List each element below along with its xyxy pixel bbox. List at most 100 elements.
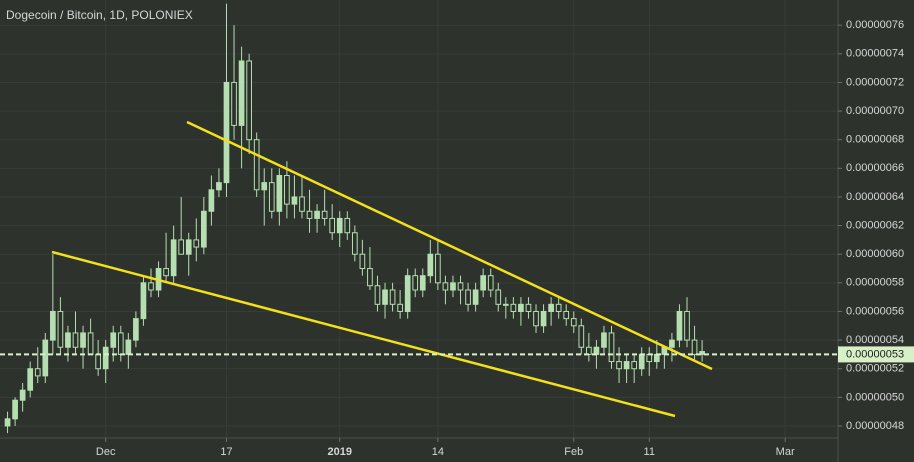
x-tick-label: Feb <box>564 446 583 458</box>
candle-body <box>412 275 419 291</box>
candle-body <box>540 310 547 327</box>
candle-body <box>163 268 169 277</box>
candle-body <box>623 361 630 370</box>
x-tick-label: 11 <box>644 446 655 458</box>
candle-body <box>299 196 305 212</box>
candle-body <box>4 418 11 427</box>
candle-body <box>65 332 71 348</box>
y-tick-label: 0.00000056 <box>846 305 904 317</box>
candle-body <box>631 361 638 370</box>
candle-body <box>510 303 517 312</box>
candle-body <box>133 318 139 341</box>
candle-body <box>95 353 101 370</box>
candle-body <box>525 303 532 312</box>
candle-body <box>548 303 554 312</box>
candle-body <box>238 60 245 126</box>
candle-body <box>329 217 336 234</box>
candle-body <box>80 332 86 348</box>
candle-body <box>616 361 622 370</box>
candle-body <box>200 210 207 248</box>
y-tick-label: 0.00000060 <box>846 248 904 260</box>
candle-body <box>291 196 298 205</box>
candle-body <box>684 310 690 341</box>
candle-body <box>435 253 441 284</box>
y-tick-label: 0.00000050 <box>846 391 904 403</box>
candle-body <box>170 239 177 277</box>
candle-body <box>359 253 366 270</box>
candle-body <box>12 399 18 420</box>
candle-body <box>284 174 290 205</box>
candle-body <box>344 217 351 234</box>
y-tick-label: 0.00000068 <box>846 134 904 146</box>
candle-body <box>276 174 283 212</box>
candle-body <box>216 182 222 191</box>
candle-body <box>193 239 200 248</box>
candle-body <box>487 275 494 291</box>
candle-body <box>555 303 562 312</box>
candle-body <box>389 289 396 305</box>
candle-body <box>502 303 509 306</box>
candle-body <box>246 60 252 141</box>
axes: 0.00000048 0.00000050 0.00000052 0.00000054… <box>0 19 914 458</box>
y-tick-label: 0.00000048 <box>846 420 904 432</box>
candle-body <box>427 253 434 277</box>
x-tick-label: Mar <box>776 446 795 458</box>
last-price-box <box>838 346 914 363</box>
candle-body <box>442 282 449 291</box>
candle-body <box>148 282 154 291</box>
x-tick-label: 17 <box>220 446 232 458</box>
x-tick-label: Dec <box>96 446 116 458</box>
candle-body <box>50 310 56 341</box>
candle-body <box>87 332 94 355</box>
candle-body <box>495 289 502 305</box>
y-tick-label: 0.00000066 <box>846 162 904 174</box>
candle-body <box>261 182 268 191</box>
y-tick-label: 0.00000052 <box>846 363 904 375</box>
candle-body <box>578 325 585 348</box>
trend-line <box>51 250 676 418</box>
candle-body <box>306 210 313 219</box>
candle-body <box>223 81 230 184</box>
candle-body <box>699 351 705 355</box>
candle-body <box>374 285 381 305</box>
candle-body <box>480 275 487 291</box>
candle-body <box>27 368 34 391</box>
candle-body <box>57 310 64 348</box>
candle-body <box>676 310 683 341</box>
candle-body <box>314 210 320 219</box>
candle-body <box>653 353 660 363</box>
trend-line <box>186 120 713 371</box>
candle-body <box>253 139 260 191</box>
y-tick-label: 0.00000074 <box>846 48 904 60</box>
candle-body <box>351 232 358 255</box>
candle-body <box>208 189 215 212</box>
candle-body <box>34 368 41 377</box>
y-tick-label: 0.00000058 <box>846 277 904 289</box>
candle-body <box>450 282 456 291</box>
candle-body <box>563 310 570 320</box>
candle-body <box>457 282 464 291</box>
candle-body <box>125 339 132 355</box>
y-tick-label: 0.00000072 <box>846 76 904 88</box>
candle-body <box>178 239 185 255</box>
candle-body <box>72 332 79 348</box>
y-tick-label: 0.00000070 <box>846 105 904 117</box>
candle-body <box>102 346 109 370</box>
x-tick-label: 14 <box>432 446 444 458</box>
candle-body <box>19 389 26 401</box>
last-price-label: 0.00000053 <box>846 348 904 360</box>
chart-title: Dogecoin / Bitcoin, 1D, POLONIEX <box>6 8 193 22</box>
candle-body <box>419 275 426 291</box>
candle-body <box>185 239 192 255</box>
candle-body <box>42 339 49 377</box>
y-tick-label: 0.00000062 <box>846 219 904 231</box>
candle-body <box>518 303 524 312</box>
candle-body <box>608 332 615 363</box>
candle-body <box>367 268 373 287</box>
candle-body <box>601 332 607 348</box>
candle-body <box>117 332 124 355</box>
candle-body <box>404 275 411 312</box>
y-tick-label: 0.00000064 <box>846 191 904 203</box>
